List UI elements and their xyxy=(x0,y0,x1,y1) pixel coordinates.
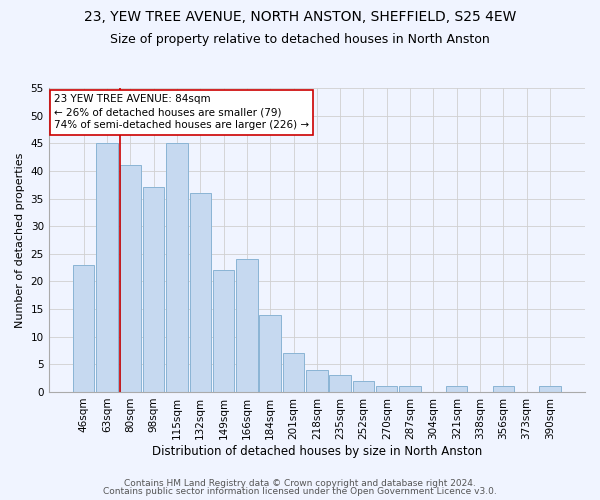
Bar xyxy=(493,386,514,392)
Y-axis label: Number of detached properties: Number of detached properties xyxy=(15,152,25,328)
Bar xyxy=(539,386,560,392)
Bar xyxy=(119,166,141,392)
Bar xyxy=(353,381,374,392)
Bar xyxy=(190,193,211,392)
Bar xyxy=(306,370,328,392)
Bar xyxy=(283,354,304,392)
Text: 23 YEW TREE AVENUE: 84sqm
← 26% of detached houses are smaller (79)
74% of semi-: 23 YEW TREE AVENUE: 84sqm ← 26% of detac… xyxy=(54,94,309,130)
Bar xyxy=(329,376,351,392)
Bar xyxy=(376,386,397,392)
X-axis label: Distribution of detached houses by size in North Anston: Distribution of detached houses by size … xyxy=(152,444,482,458)
Bar xyxy=(73,265,94,392)
Bar xyxy=(446,386,467,392)
Bar xyxy=(236,260,257,392)
Bar xyxy=(259,314,281,392)
Bar xyxy=(400,386,421,392)
Bar xyxy=(97,144,118,392)
Bar xyxy=(143,188,164,392)
Text: Contains public sector information licensed under the Open Government Licence v3: Contains public sector information licen… xyxy=(103,487,497,496)
Bar xyxy=(213,270,235,392)
Bar xyxy=(166,144,188,392)
Text: 23, YEW TREE AVENUE, NORTH ANSTON, SHEFFIELD, S25 4EW: 23, YEW TREE AVENUE, NORTH ANSTON, SHEFF… xyxy=(84,10,516,24)
Text: Size of property relative to detached houses in North Anston: Size of property relative to detached ho… xyxy=(110,32,490,46)
Text: Contains HM Land Registry data © Crown copyright and database right 2024.: Contains HM Land Registry data © Crown c… xyxy=(124,478,476,488)
